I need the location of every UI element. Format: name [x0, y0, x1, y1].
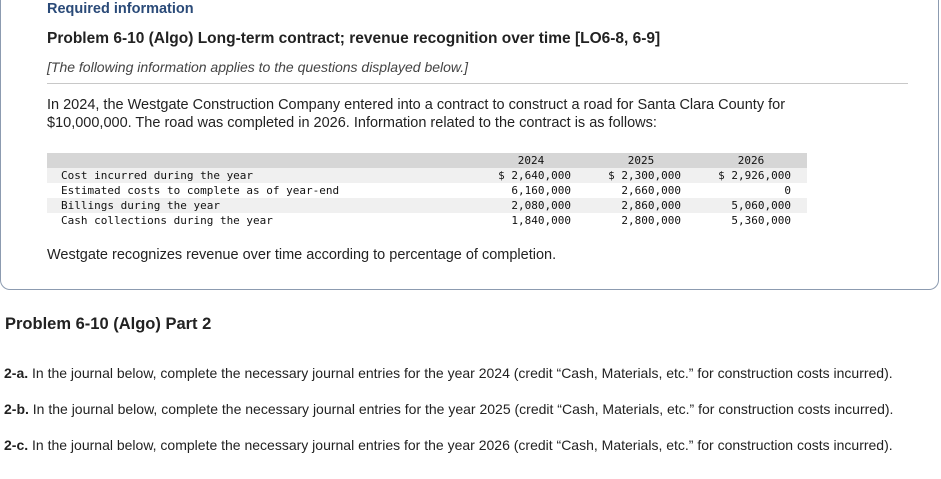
- table-cell: 5,060,000: [731, 199, 791, 212]
- required-info-heading: Required information: [47, 1, 194, 17]
- instruction-2b: 2-b. In the journal below, complete the …: [4, 401, 936, 418]
- instruction-2a: 2-a. In the journal below, complete the …: [4, 365, 936, 382]
- row-label: Cost incurred during the year: [61, 169, 254, 182]
- table-cell: 2,860,000: [621, 199, 681, 212]
- row-label: Cash collections during the year: [61, 214, 273, 227]
- column-header-2026: 2026: [737, 154, 765, 167]
- info-subnote: [The following information applies to th…: [47, 59, 469, 75]
- table-cell: 2,800,000: [621, 214, 681, 227]
- table-row: Billings during the year 2,080,000 2,860…: [47, 198, 807, 213]
- method-note: Westgate recognizes revenue over time ac…: [47, 247, 557, 263]
- instruction-2c: 2-c. In the journal below, complete the …: [4, 437, 936, 454]
- table-header-row: 2024 2025 2026: [47, 153, 807, 168]
- row-label: Estimated costs to complete as of year-e…: [61, 184, 340, 197]
- table-cell: $ 2,926,000: [718, 169, 791, 182]
- table-cell: 1,840,000: [511, 214, 571, 227]
- divider: [47, 83, 908, 84]
- row-label: Billings during the year: [61, 199, 220, 212]
- table-cell: 0: [784, 184, 791, 197]
- part-title: Problem 6-10 (Algo) Part 2: [5, 315, 212, 333]
- instruction-text: In the journal below, complete the neces…: [28, 365, 893, 381]
- table-row: Cash collections during the year 1,840,0…: [47, 213, 807, 228]
- table-cell: 2,080,000: [511, 199, 571, 212]
- table-cell: 2,660,000: [621, 184, 681, 197]
- problem-title: Problem 6-10 (Algo) Long-term contract; …: [47, 30, 661, 47]
- required-info-panel: Required information Problem 6-10 (Algo)…: [0, 0, 939, 290]
- table-cell: 5,360,000: [731, 214, 791, 227]
- intro-paragraph: In 2024, the Westgate Construction Compa…: [47, 97, 786, 131]
- instruction-tag: 2-b.: [4, 401, 29, 417]
- instruction-tag: 2-c.: [4, 437, 29, 453]
- instruction-text: In the journal below, complete the neces…: [28, 401, 894, 417]
- column-header-2025: 2025: [627, 154, 655, 167]
- instruction-tag: 2-a.: [4, 365, 29, 381]
- contract-data-table: 2024 2025 2026 Cost incurred during the …: [47, 153, 807, 228]
- column-header-2024: 2024: [517, 154, 545, 167]
- table-cell: $ 2,640,000: [498, 169, 571, 182]
- table-row: Cost incurred during the year $ 2,640,00…: [47, 168, 807, 183]
- instruction-text: In the journal below, complete the neces…: [28, 437, 893, 453]
- table-cell: $ 2,300,000: [608, 169, 681, 182]
- table-cell: 6,160,000: [511, 184, 571, 197]
- table-row: Estimated costs to complete as of year-e…: [47, 183, 807, 198]
